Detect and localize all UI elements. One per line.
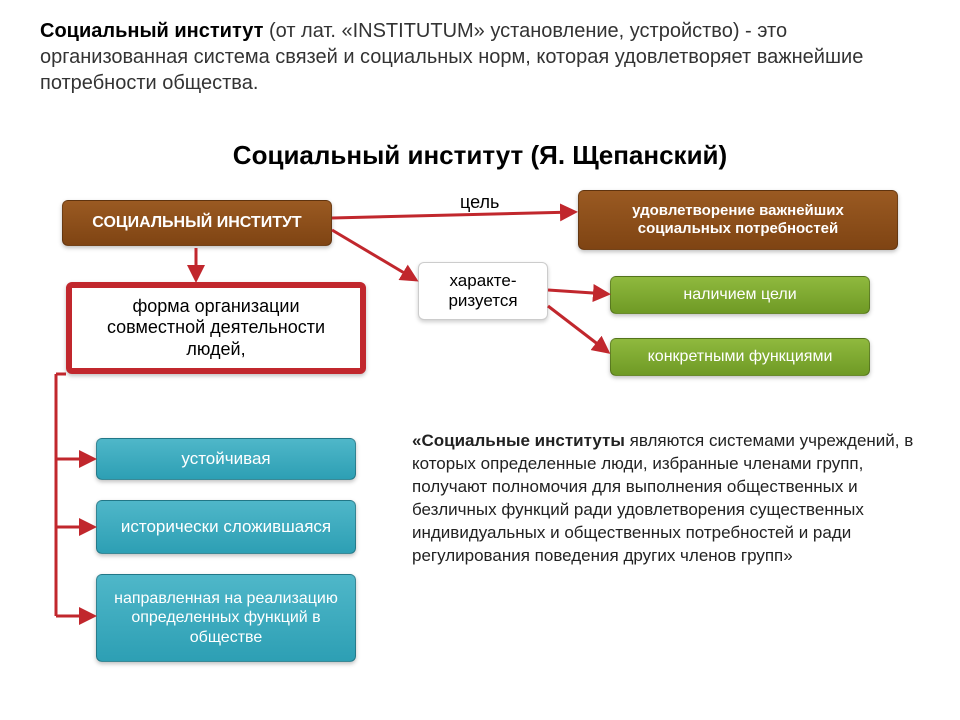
block-form: форма организации совместной деятельност… — [66, 282, 366, 374]
quote-paragraph: «Социальные институты являются системами… — [412, 430, 922, 568]
diagram-heading: Социальный институт (Я. Щепанский) — [0, 140, 960, 171]
label-goal: цель — [460, 192, 499, 213]
quote-rest: являются системами учреждений, в которых… — [412, 431, 913, 565]
quote-bold: «Социальные институты — [412, 431, 625, 450]
block-characterized: характе- ризуется — [418, 262, 548, 320]
block-historic: исторически сложившаяся — [96, 500, 356, 554]
block-stable: устойчивая — [96, 438, 356, 480]
definition-term: Социальный институт — [40, 20, 263, 42]
block-functions: конкретными функциями — [610, 338, 870, 376]
block-has-goal: наличием цели — [610, 276, 870, 314]
block-social-institute: СОЦИАЛЬНЫЙ ИНСТИТУТ — [62, 200, 332, 246]
definition-paragraph: Социальный институт (от лат. «INSTITUTUM… — [40, 18, 920, 96]
block-realize: направленная на реализацию определенных … — [96, 574, 356, 662]
block-goal: удовлетворение важнейших социальных потр… — [578, 190, 898, 250]
